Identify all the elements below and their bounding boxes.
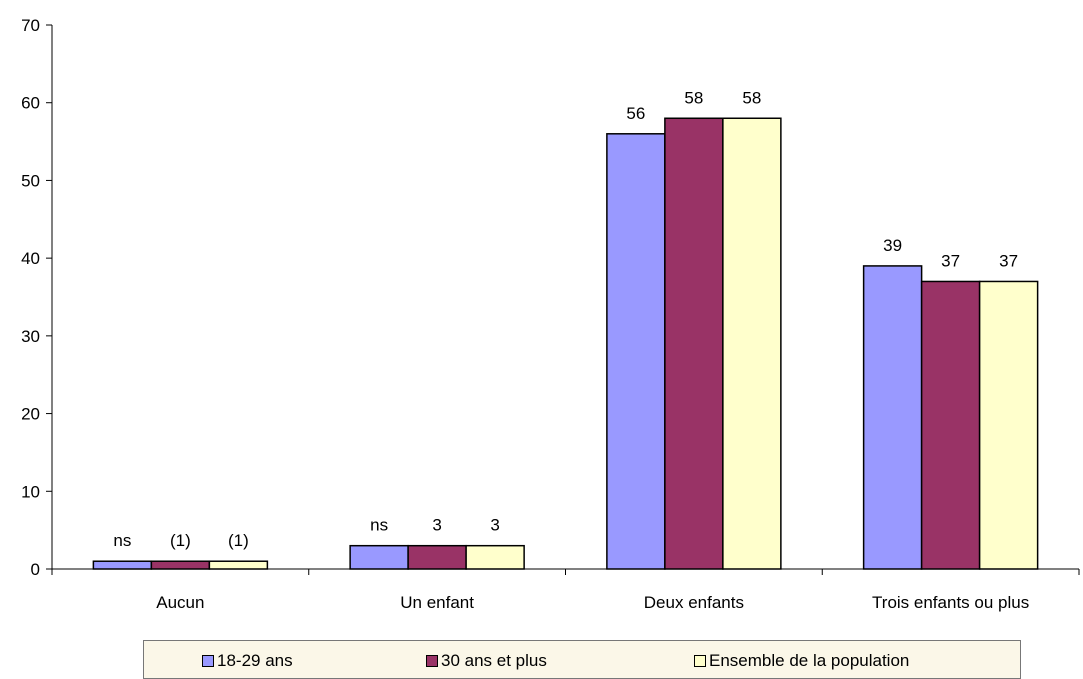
- bar: [862, 265, 923, 570]
- bar: [465, 544, 525, 570]
- bar: [208, 560, 269, 570]
- data-label: 3: [432, 516, 441, 535]
- data-label: 58: [742, 88, 761, 107]
- bar-chart: 0 10 20 30 40 50 60 70 ns (1) (1) Aucun ns 3 3 Un enfan…: [21, 16, 1080, 612]
- data-label: ns: [370, 516, 388, 535]
- x-tick-label: Trois enfants ou plus: [872, 593, 1029, 612]
- y-tick-label: 20: [21, 405, 40, 424]
- y-tick-label: 40: [21, 249, 40, 268]
- data-label: 39: [883, 236, 902, 255]
- data-label: 3: [490, 516, 499, 535]
- legend-item-ensemble: Ensemble de la population: [694, 651, 909, 671]
- legend: 18-29 ans 30 ans et plus Ensemble de la …: [143, 640, 1021, 679]
- bar: [722, 117, 782, 570]
- bar: [606, 133, 666, 570]
- y-tick-label: 0: [31, 560, 40, 579]
- legend-item-18-29: 18-29 ans: [202, 651, 293, 671]
- x-tick-label: Deux enfants: [644, 593, 744, 612]
- legend-item-30-plus: 30 ans et plus: [426, 651, 547, 671]
- data-label: (1): [228, 531, 249, 550]
- legend-label-18-29: 18-29 ans: [217, 651, 293, 670]
- data-label: (1): [170, 531, 191, 550]
- data-label: 37: [999, 251, 1018, 270]
- legend-swatch-18-29: [202, 655, 214, 667]
- data-label: 56: [626, 104, 645, 123]
- bar: [664, 117, 724, 570]
- bar: [150, 560, 211, 570]
- data-label: ns: [113, 531, 131, 550]
- legend-label-ensemble: Ensemble de la population: [709, 651, 910, 670]
- bar: [92, 560, 153, 570]
- bar: [920, 280, 981, 570]
- x-tick-label: Aucun: [156, 593, 204, 612]
- data-label: 58: [684, 88, 703, 107]
- data-label: 37: [941, 251, 960, 270]
- legend-label-30-plus: 30 ans et plus: [441, 651, 547, 670]
- y-tick-label: 10: [21, 482, 40, 501]
- y-tick-label: 70: [21, 16, 40, 35]
- bar: [978, 280, 1039, 570]
- legend-swatch-ensemble: [694, 655, 706, 667]
- y-tick-label: 60: [21, 94, 40, 113]
- y-tick-label: 50: [21, 171, 40, 190]
- legend-swatch-30-plus: [426, 655, 438, 667]
- y-tick-label: 30: [21, 327, 40, 346]
- x-tick-label: Un enfant: [400, 593, 474, 612]
- bar: [407, 544, 467, 570]
- bar: [349, 544, 409, 570]
